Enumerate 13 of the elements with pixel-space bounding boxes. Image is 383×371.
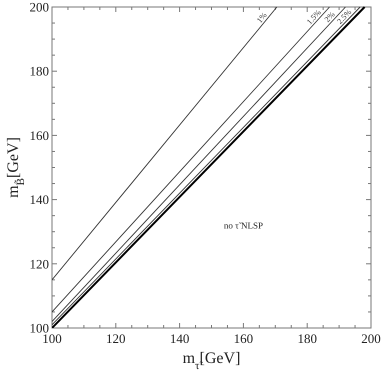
y-tick-label: 140 <box>30 192 49 208</box>
y-tick-label: 120 <box>30 256 49 272</box>
x-tick-label: 200 <box>361 331 381 346</box>
text: 1% <box>254 10 269 25</box>
y-tick-label: 160 <box>30 128 49 143</box>
x-tick-label: 160 <box>234 331 254 346</box>
x-tick-label: 180 <box>297 331 317 346</box>
y-tick-label: 180 <box>30 64 49 79</box>
y-tick-label: 200 <box>30 0 49 14</box>
annotation: no τ̃ NLSP <box>224 220 263 230</box>
x-tick-label: 140 <box>170 331 190 346</box>
text: 2% <box>322 10 337 24</box>
x-tick-label: 120 <box>106 331 126 346</box>
